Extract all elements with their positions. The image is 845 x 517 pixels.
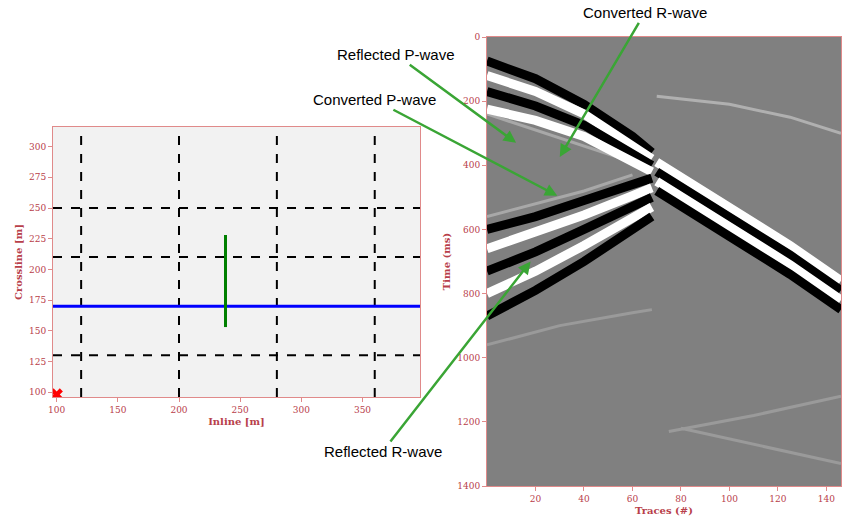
svg-text:250: 250 (232, 405, 249, 415)
svg-text:225: 225 (29, 234, 46, 244)
svg-text:Traces (#): Traces (#) (635, 505, 693, 516)
svg-text:20: 20 (530, 494, 542, 504)
svg-text:300: 300 (293, 405, 310, 415)
svg-text:0: 0 (474, 32, 480, 42)
svg-text:140: 140 (818, 494, 835, 504)
svg-text:175: 175 (29, 295, 46, 305)
svg-text:Converted R-wave: Converted R-wave (583, 4, 707, 21)
svg-text:350: 350 (354, 405, 371, 415)
svg-text:60: 60 (627, 494, 639, 504)
svg-text:250: 250 (29, 203, 46, 213)
svg-text:275: 275 (29, 172, 46, 182)
svg-text:200: 200 (29, 265, 46, 275)
svg-text:1200: 1200 (457, 417, 480, 427)
svg-text:80: 80 (675, 494, 687, 504)
svg-text:100: 100 (721, 494, 738, 504)
svg-text:Inline [m]: Inline [m] (208, 416, 265, 427)
svg-text:Reflected P-wave: Reflected P-wave (337, 46, 455, 63)
svg-text:Reflected R-wave: Reflected R-wave (324, 443, 442, 460)
svg-text:Converted P-wave: Converted P-wave (313, 91, 436, 108)
svg-text:120: 120 (769, 494, 786, 504)
svg-text:200: 200 (170, 405, 187, 415)
svg-text:150: 150 (29, 326, 46, 336)
svg-text:200: 200 (463, 96, 480, 106)
svg-text:400: 400 (463, 160, 480, 170)
svg-text:300: 300 (29, 142, 46, 152)
svg-text:100: 100 (29, 387, 46, 397)
svg-text:Crossline [m]: Crossline [m] (13, 224, 24, 300)
svg-text:1000: 1000 (457, 353, 480, 363)
svg-text:100: 100 (48, 405, 65, 415)
svg-text:125: 125 (29, 357, 46, 367)
svg-text:600: 600 (463, 225, 480, 235)
svg-text:1400: 1400 (457, 481, 480, 491)
svg-text:150: 150 (109, 405, 126, 415)
svg-text:40: 40 (578, 494, 590, 504)
svg-text:800: 800 (463, 289, 480, 299)
svg-text:Time (ms): Time (ms) (441, 233, 452, 290)
